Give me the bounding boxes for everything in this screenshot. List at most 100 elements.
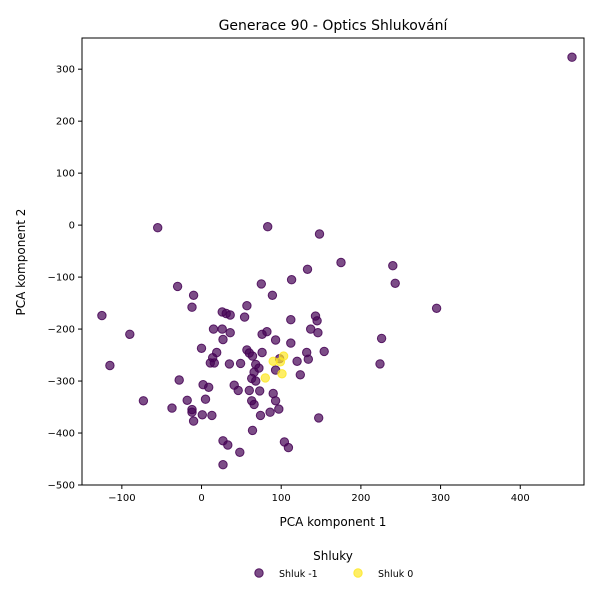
x-tick-label: 0 — [198, 493, 204, 504]
data-point-shluk-minus-1 — [188, 416, 199, 426]
data-point-shluk-minus-1 — [270, 396, 281, 406]
data-point-shluk-minus-1 — [239, 312, 250, 322]
data-point-shluk-minus-1 — [225, 310, 235, 320]
data-point-shluk-0 — [275, 357, 286, 367]
data-point-shluk-minus-1 — [218, 334, 228, 345]
data-point-shluk-minus-1 — [196, 343, 207, 353]
data-point-shluk-minus-1 — [167, 403, 177, 413]
data-point-shluk-minus-1 — [303, 354, 313, 364]
data-point-shluk-minus-1 — [274, 404, 284, 414]
data-point-shluk-minus-1 — [390, 278, 400, 288]
data-point-shluk-minus-1 — [286, 338, 296, 348]
data-point-shluk-minus-1 — [105, 360, 115, 371]
data-point-shluk-minus-1 — [286, 315, 296, 325]
y-tick-label: 0 — [69, 221, 75, 232]
legend-marker-shluk-0 — [353, 568, 363, 578]
data-point-shluk-minus-1 — [207, 410, 217, 421]
data-point-shluk-minus-1 — [388, 261, 398, 271]
data-point-shluk-minus-1 — [187, 407, 197, 417]
y-tick-label: −500 — [48, 481, 75, 492]
data-point-shluk-0 — [260, 373, 270, 383]
data-point-shluk-minus-1 — [312, 316, 322, 326]
data-point-shluk-minus-1 — [249, 399, 259, 410]
data-point-shluk-minus-1 — [257, 347, 267, 358]
data-point-shluk-minus-1 — [336, 257, 346, 268]
data-point-shluk-minus-1 — [251, 376, 261, 386]
data-point-shluk-minus-1 — [375, 359, 385, 369]
data-point-shluk-minus-1 — [431, 303, 442, 313]
data-point-shluk-minus-1 — [267, 290, 278, 300]
y-tick-label: −100 — [48, 273, 75, 284]
y-tick-label: 100 — [56, 169, 75, 180]
x-tick-label: 400 — [511, 493, 530, 504]
data-point-shluk-minus-1 — [244, 385, 255, 396]
data-point-shluk-minus-1 — [125, 329, 135, 339]
data-point-shluk-minus-1 — [255, 386, 265, 396]
data-point-shluk-minus-1 — [187, 302, 197, 312]
data-point-shluk-minus-1 — [97, 310, 107, 321]
data-point-shluk-minus-1 — [256, 279, 266, 289]
data-point-shluk-minus-1 — [138, 396, 149, 406]
legend-title: Shluky — [313, 549, 353, 563]
data-point-shluk-minus-1 — [242, 301, 252, 311]
legend: Shluky Shluk -1 Shluk 0 — [254, 549, 413, 580]
legend-label-shluk-minus-1: Shluk -1 — [279, 569, 318, 580]
data-point-shluk-minus-1 — [247, 351, 258, 361]
data-point-shluk-minus-1 — [233, 385, 243, 396]
data-point-shluk-minus-1 — [265, 407, 275, 417]
x-axis-ticks: −100 0 100 200 300 400 — [108, 485, 530, 504]
data-point-shluk-minus-1 — [314, 229, 325, 239]
x-tick-label: 300 — [431, 493, 450, 504]
data-point-shluk-minus-1 — [567, 52, 577, 62]
data-point-shluk-minus-1 — [197, 410, 208, 420]
data-point-shluk-minus-1 — [247, 425, 258, 436]
data-point-shluk-minus-1 — [200, 394, 211, 404]
y-tick-label: −400 — [48, 429, 75, 440]
data-point-shluk-minus-1 — [153, 223, 163, 233]
data-point-shluk-minus-1 — [224, 359, 235, 369]
data-point-shluk-minus-1 — [292, 356, 302, 366]
data-point-shluk-minus-1 — [204, 382, 214, 392]
data-point-shluk-minus-1 — [223, 440, 233, 450]
data-point-shluk-minus-1 — [295, 370, 305, 380]
x-axis-title: PCA komponent 1 — [280, 515, 387, 529]
data-point-shluk-minus-1 — [376, 333, 387, 344]
data-point-shluk-minus-1 — [218, 460, 228, 470]
data-point-shluk-0 — [277, 369, 287, 379]
data-point-shluk-minus-1 — [263, 222, 273, 232]
y-tick-label: 300 — [56, 65, 75, 76]
data-point-shluk-minus-1 — [314, 413, 324, 423]
points-layer — [97, 52, 577, 470]
y-tick-label: −300 — [48, 377, 75, 388]
data-point-shluk-minus-1 — [235, 447, 245, 457]
legend-marker-shluk-minus-1 — [254, 568, 264, 578]
plot-frame — [81, 37, 585, 486]
data-point-shluk-minus-1 — [182, 395, 192, 405]
y-tick-label: 200 — [56, 117, 75, 128]
data-point-shluk-minus-1 — [209, 358, 220, 368]
data-point-shluk-minus-1 — [270, 335, 281, 345]
data-point-shluk-minus-1 — [255, 410, 266, 421]
data-point-shluk-minus-1 — [174, 375, 184, 385]
data-point-shluk-minus-1 — [208, 324, 219, 334]
chart-title: Generace 90 - Optics Shlukování — [219, 18, 449, 34]
legend-label-shluk-0: Shluk 0 — [378, 569, 413, 580]
data-point-shluk-minus-1 — [319, 346, 329, 357]
x-tick-label: 200 — [351, 493, 370, 504]
data-point-shluk-minus-1 — [286, 275, 297, 285]
y-tick-label: −200 — [48, 325, 75, 336]
data-point-shluk-minus-1 — [225, 328, 235, 338]
y-axis-ticks: −500 −400 −300 −200 −100 0 100 200 300 — [48, 65, 82, 492]
x-tick-label: 100 — [272, 493, 291, 504]
data-point-shluk-minus-1 — [217, 324, 227, 334]
y-axis-title: PCA komponent 2 — [14, 209, 28, 316]
data-point-shluk-minus-1 — [302, 264, 313, 274]
data-point-shluk-minus-1 — [283, 442, 294, 453]
data-point-shluk-minus-1 — [262, 327, 272, 337]
data-point-shluk-minus-1 — [172, 281, 183, 292]
data-point-shluk-minus-1 — [235, 358, 246, 369]
x-tick-label: −100 — [108, 493, 135, 504]
data-point-shluk-minus-1 — [313, 328, 323, 338]
data-point-shluk-minus-1 — [188, 290, 199, 300]
